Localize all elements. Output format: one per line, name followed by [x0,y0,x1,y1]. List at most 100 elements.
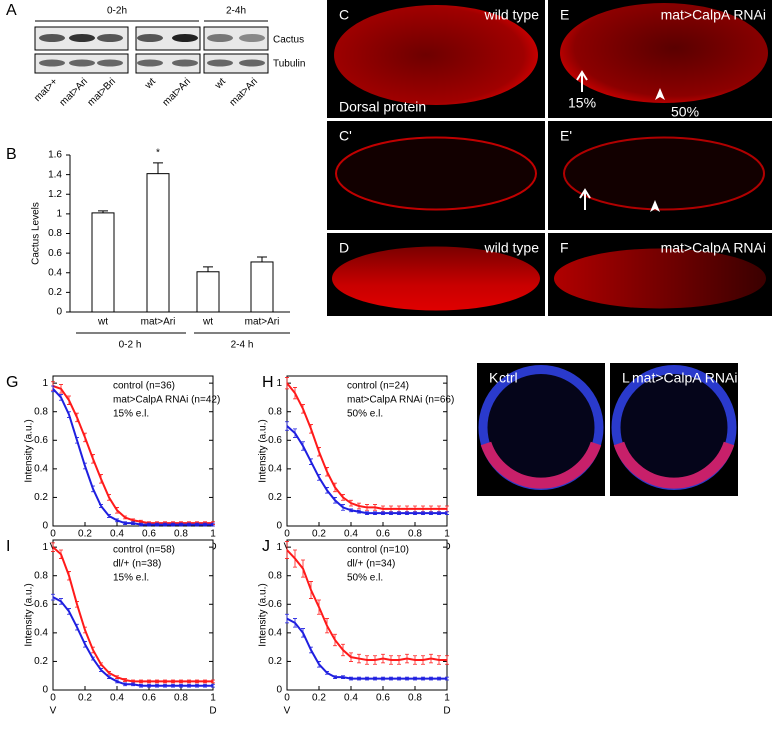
x-tick-label: 0 [50,529,56,540]
embryo [335,136,537,211]
y-tick-label: 0.6 [34,599,48,610]
blot-box [135,53,201,74]
y-tick-label: 0.8 [268,570,282,581]
panel-label: E [560,7,569,23]
y-axis-label: Intensity (a.u.) [24,583,35,646]
panel-label: B [6,146,17,163]
y-tick-label: 0.2 [268,656,282,667]
cactus-band [207,34,233,42]
annotation: 15% e.l. [113,409,149,420]
y-tick-label: 1 [276,378,282,389]
y-tick-label: 0.2 [48,287,62,298]
x-tick-label: 0.8 [174,529,188,540]
arrow [579,188,591,210]
x-tick-label: 0.2 [78,529,92,540]
y-axis-label: Intensity (a.u.) [24,419,35,482]
band-label: Tubulin [273,59,305,70]
image-label: wild type [484,240,540,256]
x-tick-label: 0.4 [110,529,124,540]
x-tick-label: 1 [210,529,216,540]
annotation: 50% e.l. [347,573,383,584]
image-label: mat>CalpA RNAi [632,370,737,386]
tubulin-band [239,59,265,67]
lane-label: mat>Ari [228,76,260,108]
y-tick-label: 0.4 [268,627,282,638]
embryo [560,3,768,103]
error-bar [257,256,267,262]
x-tick-label: 1 [444,693,450,704]
y-tick-label: 0.8 [268,406,282,417]
group-label: 0-2 h [119,340,142,351]
lane-label: mat>Ari [58,76,90,108]
panel-label: C' [339,128,352,144]
y-tick-label: 0.2 [34,656,48,667]
panel-label: K [489,370,499,386]
tubulin-band [69,59,95,67]
x-tick-label: 0.8 [174,693,188,704]
embryo-ventral [613,441,735,489]
image-label: mat>CalpA RNAi [661,7,766,23]
cactus-band [172,34,198,42]
y-axis-label: Cactus Levels [31,202,42,265]
series-line [52,385,213,525]
y-tick-label: 1.6 [48,150,62,161]
y-tick-label: 0.4 [268,463,282,474]
series-line [286,382,447,510]
y-tick-label: 0 [42,521,48,532]
legend-entry: control (n=10) [347,545,409,556]
image-label: ctrl [499,370,518,386]
panel-label: E' [560,128,572,144]
lane-label: wt [142,76,158,92]
plot-frame [286,375,448,527]
x-tick-label: wt [202,317,213,328]
x-tick-label: 0 [284,693,290,704]
x-tick-label: 0.4 [110,693,124,704]
bar [196,271,220,313]
x-tick-label: 0.2 [312,529,326,540]
legend-entry: mat>CalpA RNAi (n=42) [113,395,220,406]
cactus-band [97,34,123,42]
embryo [563,136,765,211]
y-tick-label: 0.4 [34,627,48,638]
y-tick-label: 0.4 [34,463,48,474]
y-tick-label: 0 [276,521,282,532]
panel-label: L [622,370,630,386]
embryo-ventral [480,441,602,489]
tubulin-band [39,59,65,67]
x-tick-label: 1 [444,529,450,540]
y-tick-label: 1.2 [48,189,62,200]
y-tick-label: 0.6 [268,435,282,446]
x-tick-label: 0.6 [376,529,390,540]
arrowhead [655,88,665,100]
x-end-label: D [209,706,216,717]
group-label: 2-4 h [231,340,254,351]
embryo [554,248,766,309]
x-tick-label: mat>Ari [245,317,280,328]
x-end-label: V [50,706,57,717]
series-line [52,596,213,687]
cactus-band [239,34,265,42]
y-tick-label: 0.6 [268,599,282,610]
tubulin-band [137,59,163,67]
annotation: 15% e.l. [113,573,149,584]
x-tick-label: 0.6 [142,529,156,540]
x-end-label: V [284,706,291,717]
x-tick-label: 0.2 [78,693,92,704]
y-tick-label: 0 [42,685,48,696]
cactus-band [137,34,163,42]
lane-label: mat>Bri [86,76,118,108]
error-bar [98,210,108,213]
x-tick-label: 0.2 [312,693,326,704]
cactus-band [39,34,65,42]
series-line [52,546,213,683]
annotation: * [156,147,160,158]
y-tick-label: 0.2 [268,492,282,503]
blot-box [135,26,201,51]
legend-entry: mat>CalpA RNAi (n=66) [347,395,454,406]
y-tick-label: 1.4 [48,169,62,180]
x-tick-label: 0.8 [408,529,422,540]
panel-label: C [339,7,349,23]
lane-label: mat>Ari [161,76,193,108]
legend-entry: control (n=58) [113,545,175,556]
y-tick-label: 0.6 [48,248,62,259]
